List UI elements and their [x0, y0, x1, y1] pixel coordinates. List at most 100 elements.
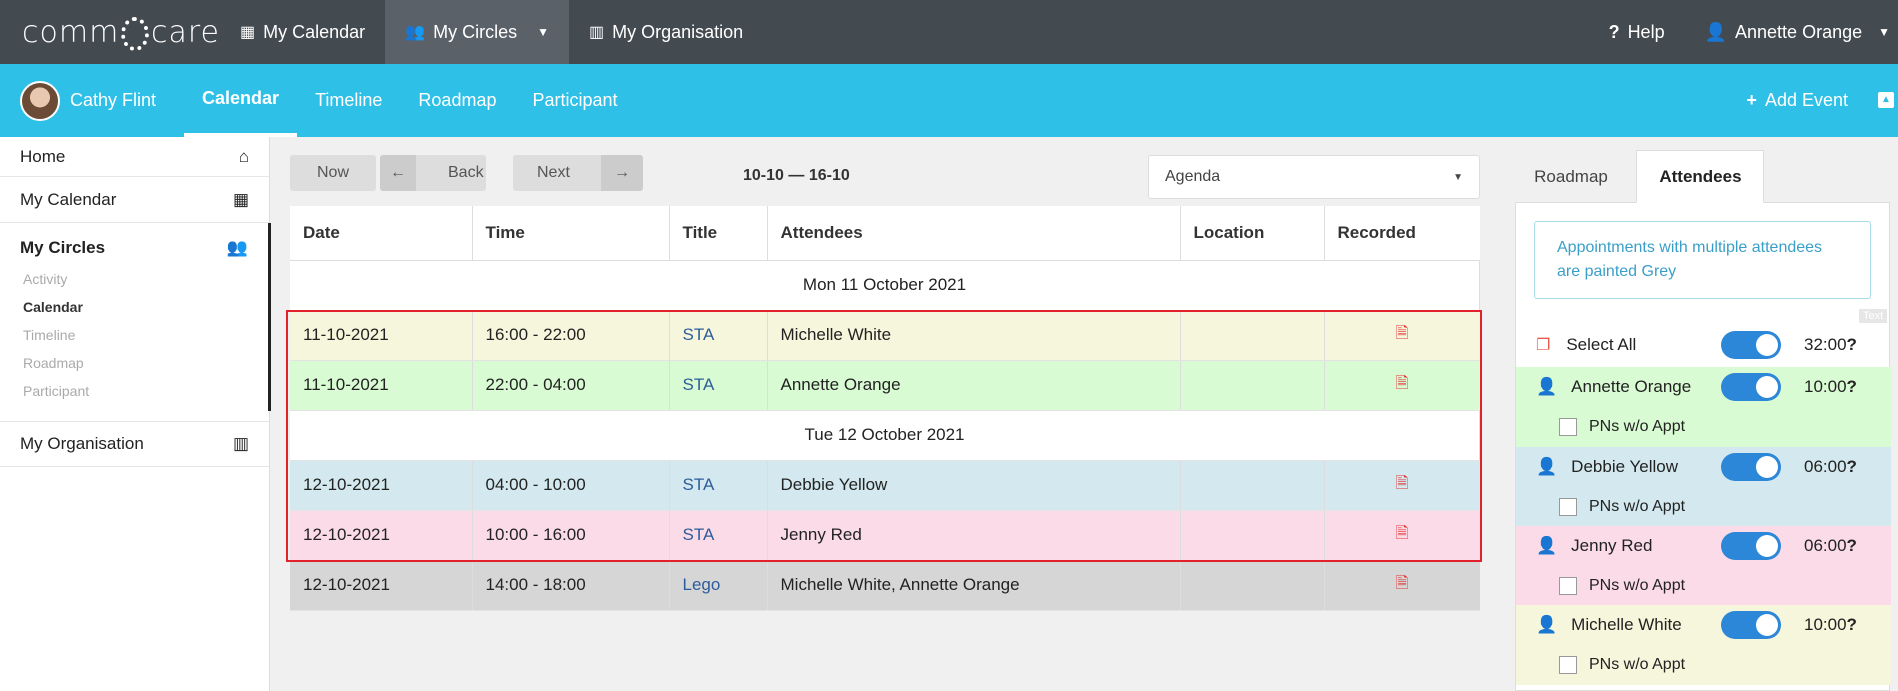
table-row[interactable]: 11-10-2021 22:00 - 04:00 STA Annette Ora…: [290, 360, 1480, 411]
attendee-toggle[interactable]: [1721, 373, 1781, 401]
next-button[interactable]: Next →: [513, 155, 643, 191]
cell-attendees: Jenny Red: [767, 510, 1181, 561]
user-name: Annette Orange: [1735, 21, 1863, 42]
cell-date: 12-10-2021: [290, 560, 473, 611]
sidebar-item-my-circles[interactable]: My Circles 👥: [0, 223, 268, 265]
pns-checkbox[interactable]: [1559, 418, 1577, 436]
add-event-label: Add Event: [1764, 90, 1848, 110]
tab-calendar[interactable]: Calendar: [184, 64, 298, 137]
building-icon: ▥: [232, 434, 249, 453]
user-icon: 👤: [1536, 377, 1558, 396]
question-circle-icon[interactable]: ?: [1846, 377, 1857, 396]
pns-checkbox[interactable]: [1559, 498, 1577, 516]
user-icon: 👤: [1704, 21, 1728, 42]
sidebar-label: Home: [20, 146, 66, 166]
cell-time: 22:00 - 04:00: [472, 360, 670, 411]
attendee-toggle[interactable]: [1721, 532, 1781, 560]
attendee-row: 👤 Jenny Red 06:00? PNs w/o Appt: [1516, 526, 1891, 605]
sidebar-item-my-calendar[interactable]: My Calendar ▦: [0, 177, 269, 223]
pdf-file-icon[interactable]: 🗎: [1395, 324, 1409, 342]
nav-my-circles[interactable]: 👥 My Circles ▼: [385, 0, 569, 64]
help-link[interactable]: ? Help: [1589, 0, 1685, 64]
attendee-hours: 06:00?: [1804, 457, 1857, 477]
table-row[interactable]: 11-10-2021 16:00 - 22:00 STA Michelle Wh…: [290, 310, 1480, 361]
pdf-file-icon[interactable]: 🗎: [1395, 374, 1409, 392]
sidebar-sub-roadmap[interactable]: Roadmap: [23, 355, 84, 371]
avatar[interactable]: [20, 80, 60, 121]
question-circle-icon[interactable]: ?: [1846, 536, 1857, 555]
table-row[interactable]: 12-10-2021 10:00 - 16:00 STA Jenny Red 🗎: [290, 510, 1480, 561]
collapse-icon[interactable]: ▲: [1878, 92, 1894, 108]
cell-title[interactable]: STA: [669, 510, 768, 561]
building-icon: ▥: [588, 24, 605, 41]
cell-title[interactable]: STA: [669, 360, 768, 411]
tab-attendees-panel[interactable]: Attendees: [1636, 150, 1765, 203]
column-recorded[interactable]: Recorded: [1324, 206, 1480, 261]
column-time[interactable]: Time: [472, 206, 670, 261]
participant-name[interactable]: Cathy Flint: [70, 90, 157, 110]
help-label: Help: [1627, 21, 1665, 42]
sidebar-sub-activity[interactable]: Activity: [23, 271, 68, 287]
user-menu[interactable]: 👤 Annette Orange ▼: [1685, 0, 1898, 64]
cell-attendees: Michelle White, Annette Orange: [767, 560, 1181, 611]
table-row[interactable]: 12-10-2021 04:00 - 10:00 STA Debbie Yell…: [290, 460, 1480, 511]
cell-date: 12-10-2021: [290, 510, 473, 561]
hours-value: 10:00: [1804, 615, 1847, 634]
date-group-label: Tue 12 October 2021: [290, 410, 1480, 461]
cell-location: [1180, 560, 1325, 611]
attendee-toggle[interactable]: [1721, 611, 1781, 639]
pns-checkbox[interactable]: [1559, 577, 1577, 595]
tab-participant[interactable]: Participant: [532, 90, 618, 110]
attendee-name: Michelle White: [1571, 615, 1682, 634]
calendar-icon: ▦: [240, 24, 256, 41]
table-header-row: Date Time Title Attendees Location Recor…: [290, 206, 1480, 261]
logo-ring-icon: [121, 17, 149, 51]
commcare-logo[interactable]: comm care: [22, 14, 220, 51]
hours-value: 06:00: [1804, 536, 1847, 555]
table-row[interactable]: 12-10-2021 14:00 - 18:00 Lego Michelle W…: [290, 560, 1480, 611]
question-circle-icon[interactable]: ?: [1846, 615, 1857, 634]
column-attendees[interactable]: Attendees: [767, 206, 1181, 261]
cell-title[interactable]: STA: [669, 460, 768, 511]
view-select[interactable]: Agenda ▼: [1148, 155, 1480, 199]
question-circle-icon[interactable]: ?: [1846, 335, 1857, 354]
attendee-row: 👤 Michelle White 10:00? PNs w/o Appt: [1516, 605, 1891, 685]
now-button[interactable]: Now: [290, 155, 376, 191]
date-range: 10-10 — 16-10: [743, 167, 850, 184]
calendar-icon: ▦: [232, 189, 249, 209]
sidebar-sub-timeline[interactable]: Timeline: [23, 327, 76, 343]
column-location[interactable]: Location: [1180, 206, 1325, 261]
select-all-toggle[interactable]: [1721, 331, 1781, 359]
pns-checkbox[interactable]: [1559, 656, 1577, 674]
cell-date: 12-10-2021: [290, 460, 473, 511]
back-button[interactable]: ← Back: [380, 155, 486, 191]
column-title[interactable]: Title: [669, 206, 768, 261]
cell-time: 14:00 - 18:00: [472, 560, 670, 611]
pdf-file-icon[interactable]: 🗎: [1395, 474, 1409, 492]
cell-title[interactable]: STA: [669, 310, 768, 361]
pdf-file-icon[interactable]: 🗎: [1395, 524, 1409, 542]
sidebar-sub-calendar[interactable]: Calendar: [23, 299, 83, 315]
attendee-toggle[interactable]: [1721, 453, 1781, 481]
tab-timeline[interactable]: Timeline: [315, 90, 383, 110]
calendar-main: Now ← Back Next → 10-10 — 16-10 Agenda ▼…: [290, 155, 1480, 611]
nav-my-organisation[interactable]: ▥ My Organisation: [569, 0, 763, 64]
sidebar-item-my-organisation[interactable]: My Organisation ▥: [0, 421, 269, 467]
cell-title[interactable]: Lego: [669, 560, 768, 611]
add-event-button[interactable]: + Add Event: [1746, 64, 1848, 137]
right-panel-tabs: Roadmap Attendees: [1510, 150, 1890, 203]
pdf-file-icon[interactable]: 🗎: [1395, 574, 1409, 592]
tab-roadmap-panel[interactable]: Roadmap: [1534, 166, 1608, 186]
nav-my-calendar[interactable]: ▦ My Calendar: [220, 0, 385, 64]
question-circle-icon[interactable]: ?: [1846, 457, 1857, 476]
attendees-panel: Appointments with multiple attendees are…: [1515, 202, 1891, 691]
sidebar-sub-participant[interactable]: Participant: [23, 383, 90, 399]
caret-down-icon: ▼: [1453, 171, 1463, 183]
sidebar-item-home[interactable]: Home ⌂: [0, 137, 269, 177]
attendee-name: Annette Orange: [1571, 377, 1692, 396]
attendee-row: 👤 Debbie Yellow 06:00? PNs w/o Appt: [1516, 447, 1891, 526]
column-date[interactable]: Date: [290, 206, 473, 261]
cell-location: [1180, 460, 1325, 511]
tab-roadmap[interactable]: Roadmap: [418, 90, 497, 110]
copy-icon: ❐: [1536, 337, 1551, 354]
